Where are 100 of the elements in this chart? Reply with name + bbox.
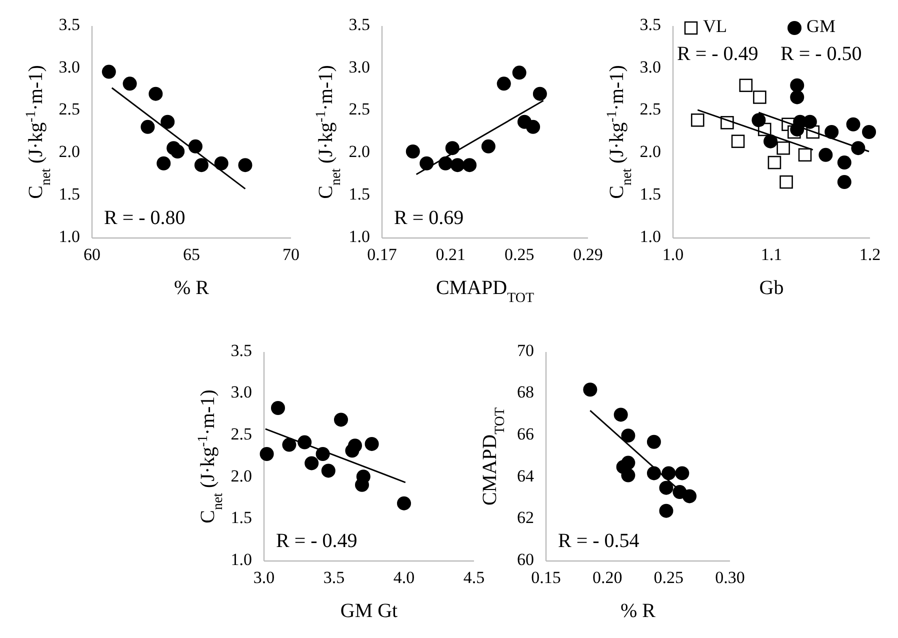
- point: [659, 504, 674, 518]
- point: [675, 466, 690, 480]
- point: [846, 117, 860, 132]
- x-tick-label: 1.1: [760, 245, 782, 264]
- x-tick-label: 4.0: [393, 568, 415, 587]
- point: [321, 464, 336, 478]
- y-tick-label: 3.0: [348, 57, 370, 76]
- y-tick-label: 62: [517, 508, 534, 528]
- point: [690, 113, 704, 127]
- y-tick-label: 2.0: [58, 142, 80, 162]
- x-axis-title: Gb: [759, 277, 784, 299]
- x-tick-label: 0.29: [573, 245, 603, 264]
- y-tick-label: 68: [517, 382, 534, 402]
- y-tick-label: 2.5: [230, 424, 252, 444]
- y-tick-label: 2.0: [640, 142, 661, 162]
- point: [156, 156, 171, 170]
- point: [348, 438, 362, 453]
- point: [102, 64, 116, 79]
- y-tick-label: 70: [517, 340, 534, 360]
- point: [450, 158, 465, 172]
- annotation: R = - 0.49: [677, 43, 758, 65]
- y-tick-label: 1.0: [58, 226, 80, 246]
- y-tick-label: 1.5: [640, 184, 661, 204]
- point: [621, 428, 636, 443]
- x-tick-label: 1.0: [662, 245, 684, 264]
- y-tick-label: 1.5: [58, 184, 80, 204]
- y-tick-label: 2.0: [348, 142, 370, 162]
- point: [406, 144, 420, 159]
- point: [621, 468, 636, 482]
- x-tick-label: 70: [282, 245, 300, 264]
- point: [170, 144, 185, 159]
- y-tick-label: 3.0: [58, 57, 80, 76]
- point: [148, 86, 163, 101]
- point: [122, 76, 137, 91]
- point: [790, 78, 804, 92]
- x-tick-label: 0.25: [504, 245, 534, 264]
- point: [282, 438, 296, 452]
- point: [776, 141, 790, 155]
- y-tick-label: 60: [517, 550, 534, 569]
- point: [837, 156, 852, 170]
- y-tick-label: 3.0: [230, 382, 252, 402]
- x-axis-title: % R: [174, 277, 210, 299]
- point: [512, 66, 526, 80]
- x-tick-label: 0.30: [715, 568, 745, 587]
- point: [356, 470, 370, 484]
- point: [160, 114, 175, 129]
- annotation: R = - 0.54: [558, 530, 640, 552]
- point: [662, 466, 676, 480]
- x-tick-label: 1.2: [859, 245, 881, 264]
- point: [646, 434, 661, 449]
- x-tick-label: 3.5: [323, 568, 345, 587]
- point: [194, 158, 208, 172]
- point: [659, 480, 674, 495]
- y-tick-label: 2.5: [58, 100, 80, 119]
- y-tick-label: 3.5: [348, 14, 370, 34]
- x-tick-label: 60: [84, 245, 100, 264]
- y-tick-label: 66: [517, 424, 534, 444]
- x-tick-label: 4.5: [463, 568, 485, 587]
- point: [334, 412, 348, 427]
- x-tick-label: 0.20: [592, 568, 622, 587]
- point: [731, 134, 745, 148]
- point: [682, 489, 697, 504]
- point: [397, 496, 411, 510]
- point: [752, 113, 766, 128]
- point: [780, 175, 793, 189]
- point: [214, 156, 228, 170]
- point: [862, 125, 876, 139]
- point: [462, 158, 477, 172]
- annotation: R = 0.69: [394, 207, 464, 229]
- y-tick-label: 2.0: [230, 466, 252, 486]
- y-tick-label: 3.0: [640, 57, 661, 76]
- annotation: R = - 0.80: [104, 207, 186, 229]
- point: [824, 125, 839, 139]
- point: [739, 78, 753, 92]
- x-tick-label: 0.21: [436, 245, 466, 264]
- point: [614, 408, 628, 422]
- y-tick-label: 2.5: [640, 100, 661, 119]
- x-tick-label: 3.0: [253, 568, 275, 587]
- point: [818, 148, 833, 162]
- x-axis-title: CMAPD$_{TOT}$: [436, 277, 534, 306]
- annotation: R = - 0.49: [276, 530, 358, 552]
- y-tick-label: 1.0: [348, 226, 370, 246]
- x-tick-label: 0.17: [367, 245, 398, 264]
- point: [271, 401, 285, 416]
- y-tick-label: 3.5: [58, 14, 80, 34]
- point: [798, 148, 812, 162]
- point: [768, 156, 782, 170]
- legend-label: GM: [806, 16, 836, 36]
- point: [260, 446, 274, 461]
- point: [420, 156, 434, 170]
- x-axis-title: GM Gt: [340, 600, 398, 622]
- y-tick-label: 3.5: [230, 340, 252, 360]
- y-tick-label: 2.5: [348, 100, 370, 119]
- x-tick-label: 0.15: [531, 568, 561, 587]
- y-tick-label: 64: [517, 466, 534, 486]
- x-tick-label: 65: [183, 245, 200, 264]
- point: [445, 141, 460, 156]
- point: [837, 175, 852, 190]
- point: [481, 139, 496, 154]
- x-tick-label: 0.25: [654, 568, 684, 587]
